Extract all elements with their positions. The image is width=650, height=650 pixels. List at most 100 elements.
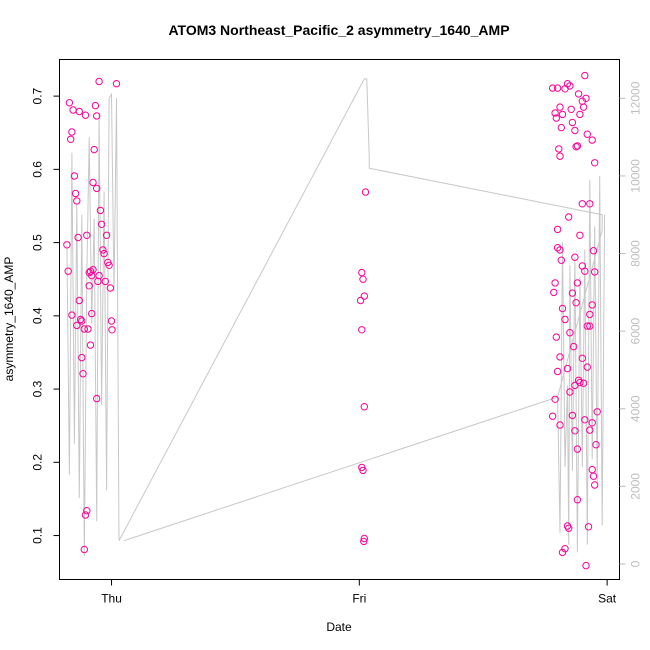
data-point (90, 145, 98, 154)
data-point (93, 184, 101, 193)
data-point (548, 412, 557, 420)
right-axis-line-series (66, 78, 606, 557)
data-point (80, 545, 89, 554)
data-point (558, 304, 567, 313)
data-point (78, 317, 86, 325)
data-point (97, 220, 106, 229)
right-y-tick-label: 10000 (629, 159, 643, 193)
data-point (586, 200, 594, 208)
data-point (95, 271, 103, 280)
data-point (568, 118, 577, 127)
right-y-tick-label: 2000 (629, 473, 643, 500)
data-point (556, 152, 564, 160)
y-axis-label: asymmetry_1640_AMP (2, 257, 16, 382)
data-point (551, 279, 559, 287)
data-point (561, 545, 569, 553)
data-point (589, 247, 598, 255)
right-y-tick-label: 0 (629, 560, 643, 567)
data-point (556, 353, 564, 361)
line-series-path (66, 78, 606, 557)
data-point (558, 110, 567, 119)
data-point (64, 267, 72, 275)
data-point (71, 189, 80, 198)
data-point (571, 381, 579, 390)
data-point (548, 84, 557, 92)
data-point (101, 277, 110, 286)
data-point (551, 109, 559, 117)
data-point (108, 326, 116, 334)
data-point (91, 101, 100, 110)
data-point (589, 472, 598, 480)
data-point (555, 145, 563, 153)
data-point (553, 244, 562, 252)
data-point (73, 321, 81, 330)
data-point (565, 213, 573, 221)
x-axis-label: Date (326, 620, 352, 634)
y-tick-label: 0.2 (31, 454, 45, 471)
data-point (581, 416, 589, 424)
data-point (566, 82, 574, 90)
data-point (576, 110, 584, 119)
data-point (556, 103, 564, 111)
data-point (586, 310, 594, 319)
data-point (568, 289, 577, 297)
data-point (573, 496, 582, 504)
data-point (89, 178, 97, 187)
data-point (74, 233, 82, 242)
data-point (360, 537, 368, 546)
data-point (579, 103, 588, 111)
data-point (83, 231, 91, 240)
data-point (578, 200, 586, 208)
data-point (563, 80, 572, 88)
data-point (78, 353, 86, 362)
data-point (583, 130, 591, 138)
data-point (582, 561, 590, 570)
x-tick-label: Sat (598, 592, 617, 606)
data-point (359, 466, 367, 475)
data-point (63, 241, 71, 249)
data-point (592, 441, 600, 449)
data-point (579, 379, 588, 387)
data-point (102, 231, 111, 240)
chart-title: ATOM3 Northeast_Pacific_2 asymmetry_1640… (168, 22, 509, 38)
data-point (576, 231, 584, 240)
x-tick-label: Thu (101, 592, 122, 606)
data-point (573, 142, 582, 150)
data-point (567, 105, 575, 114)
data-point (570, 342, 578, 351)
data-point (581, 71, 589, 80)
data-point (578, 354, 586, 362)
data-point (561, 315, 569, 324)
data-point (591, 268, 599, 276)
data-point (85, 282, 93, 290)
data-point (95, 77, 103, 86)
data-point (557, 123, 565, 132)
y-tick-label: 0.1 (31, 527, 45, 544)
data-point (583, 363, 591, 371)
data-point (83, 507, 91, 515)
data-point (68, 128, 76, 136)
data-point (588, 301, 596, 309)
data-point (568, 411, 577, 420)
data-point (106, 284, 115, 292)
data-point (574, 90, 583, 98)
y-axis: 0.1 0.2 0.3 0.4 0.5 0.6 0.7 (31, 87, 60, 544)
data-point (93, 112, 101, 120)
data-point (573, 279, 582, 287)
y-tick-label: 0.4 (31, 307, 45, 324)
data-point (356, 296, 365, 305)
data-point (593, 408, 601, 416)
data-point (361, 188, 370, 196)
x-tick-label: Fri (352, 592, 366, 606)
data-point (566, 329, 574, 337)
data-point (81, 511, 90, 519)
data-point (553, 367, 562, 376)
data-point (65, 99, 74, 107)
data-point (93, 394, 101, 403)
data-point (558, 548, 567, 557)
data-point (84, 325, 92, 333)
data-point (571, 427, 579, 435)
data-point (588, 136, 596, 144)
